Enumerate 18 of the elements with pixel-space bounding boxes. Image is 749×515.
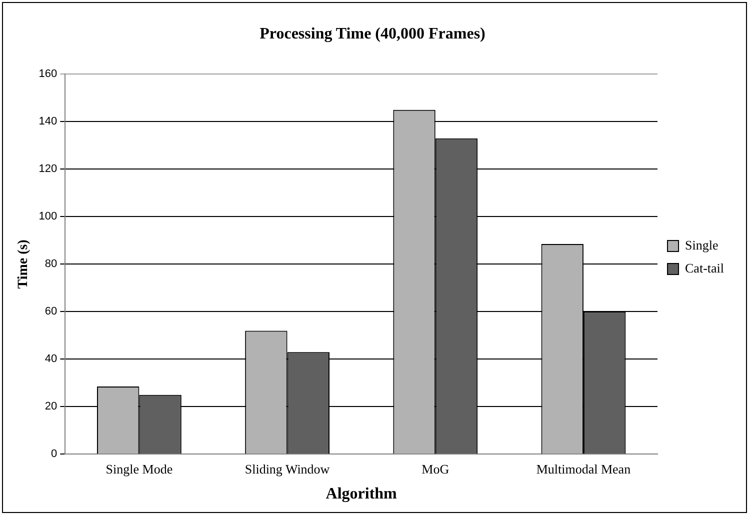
y-tick-label: 80: [44, 258, 58, 270]
x-tick-label: Multimodal Mean: [536, 461, 632, 476]
x-axis-title: Algorithm: [326, 486, 398, 503]
y-axis-title: Time (s): [16, 239, 32, 289]
legend-label: Cat-tail: [685, 260, 724, 276]
y-tick-label: 120: [38, 163, 58, 176]
y-tick-label: 100: [38, 210, 58, 223]
y-tick-label: 0: [51, 448, 58, 460]
x-tick-label: Single Mode: [106, 461, 173, 476]
chart-title: Processing Time (40,000 Frames): [260, 26, 486, 43]
y-tick-label: 60: [44, 306, 58, 318]
y-tick-label: 40: [44, 353, 58, 366]
x-tick-label: MoG: [422, 461, 450, 476]
y-tick-label: 20: [44, 400, 58, 413]
y-tick-label: 140: [38, 116, 58, 128]
legend-label: Single: [685, 237, 718, 252]
x-tick-label: Sliding Window: [244, 461, 330, 476]
y-tick-label: 160: [38, 68, 58, 80]
